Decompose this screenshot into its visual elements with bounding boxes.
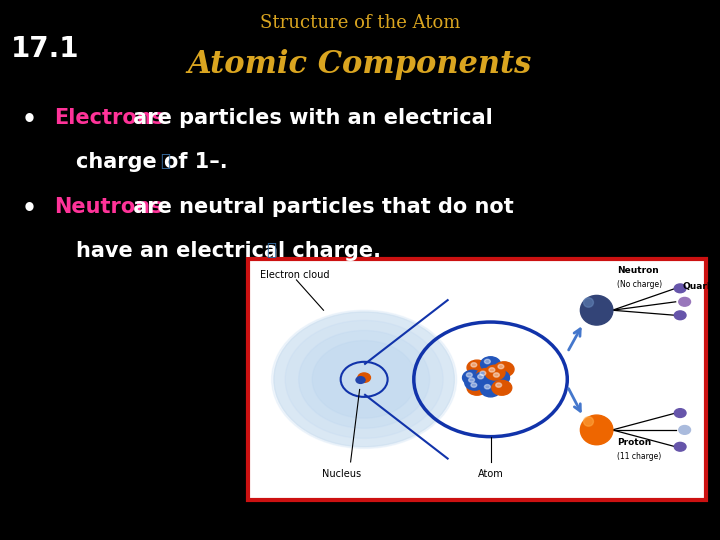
Circle shape (496, 383, 502, 387)
Text: Neutrons: Neutrons (54, 197, 163, 217)
Circle shape (299, 330, 430, 428)
Circle shape (493, 373, 500, 377)
Circle shape (679, 426, 690, 434)
Circle shape (312, 341, 416, 418)
Circle shape (271, 310, 456, 448)
Ellipse shape (580, 415, 613, 445)
Circle shape (674, 442, 686, 451)
Ellipse shape (583, 298, 593, 307)
Text: are neutral particles that do not: are neutral particles that do not (126, 197, 514, 217)
Circle shape (467, 373, 472, 377)
Circle shape (467, 360, 487, 375)
Circle shape (674, 311, 686, 320)
Text: are particles with an electrical: are particles with an electrical (126, 108, 492, 128)
Text: Quarks: Quarks (683, 281, 719, 291)
Circle shape (476, 369, 496, 383)
Circle shape (477, 374, 484, 379)
Text: Nucleus: Nucleus (322, 469, 361, 478)
Circle shape (274, 312, 454, 447)
Text: 17.1: 17.1 (11, 35, 79, 63)
Circle shape (485, 384, 490, 389)
Text: Electron cloud: Electron cloud (261, 270, 330, 280)
Circle shape (485, 359, 490, 363)
Circle shape (471, 383, 477, 387)
Circle shape (485, 365, 505, 380)
Circle shape (474, 372, 494, 387)
Text: (11 charge): (11 charge) (617, 452, 661, 461)
Circle shape (489, 368, 495, 372)
Text: Structure of the Atom: Structure of the Atom (260, 14, 460, 31)
Circle shape (467, 380, 487, 395)
Text: have an electrical charge.: have an electrical charge. (76, 241, 381, 261)
Text: Neutron: Neutron (617, 266, 659, 275)
Ellipse shape (580, 295, 613, 325)
Text: charge of 1–.: charge of 1–. (76, 152, 228, 172)
Circle shape (462, 370, 482, 385)
Text: Atomic Components: Atomic Components (188, 49, 532, 79)
Circle shape (480, 371, 486, 375)
Circle shape (494, 362, 514, 377)
Circle shape (674, 284, 686, 293)
Text: Proton: Proton (617, 438, 651, 447)
Text: •: • (22, 197, 37, 221)
Circle shape (490, 370, 510, 385)
Text: Electrons: Electrons (54, 108, 164, 128)
Circle shape (481, 382, 500, 397)
Circle shape (679, 298, 690, 306)
Circle shape (285, 320, 443, 438)
Circle shape (498, 364, 504, 369)
Ellipse shape (583, 417, 593, 426)
Circle shape (471, 363, 477, 367)
Text: (No charge): (No charge) (617, 280, 662, 289)
Text: 🔈: 🔈 (161, 152, 171, 170)
Circle shape (358, 373, 371, 382)
Circle shape (356, 377, 365, 383)
Circle shape (469, 378, 474, 382)
Circle shape (481, 357, 500, 372)
Circle shape (492, 380, 512, 395)
FancyBboxPatch shape (248, 259, 706, 500)
Circle shape (674, 409, 686, 417)
Text: •: • (22, 108, 37, 132)
Text: Atom: Atom (477, 469, 503, 478)
Circle shape (465, 375, 485, 390)
Text: 🔈: 🔈 (266, 241, 276, 259)
